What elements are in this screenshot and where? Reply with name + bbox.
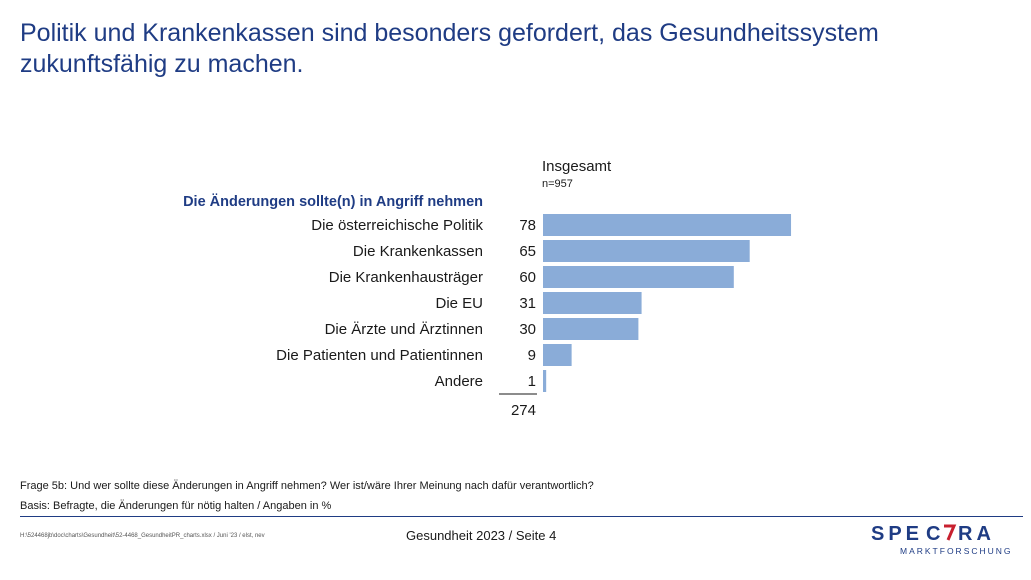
column-header: Insgesamt <box>542 158 612 175</box>
category-label: Die Ärzte und Ärztinnen <box>325 321 483 338</box>
spectra-logo: SPE C RA MARKTFORSCHUNG <box>871 523 1013 556</box>
value-label: 78 <box>519 217 536 234</box>
svg-text:MARKTFORSCHUNG: MARKTFORSCHUNG <box>900 546 1013 556</box>
svg-text:RA: RA <box>958 523 995 545</box>
bar <box>543 240 750 262</box>
footer-rule <box>20 516 1023 517</box>
category-label: Die österreichische Politik <box>311 217 483 234</box>
bar <box>543 214 792 236</box>
page-footer: Gesundheit 2023 / Seite 4 <box>406 528 557 543</box>
category-label: Andere <box>435 373 483 390</box>
svg-text:C: C <box>926 523 944 545</box>
category-label: Die Krankenkassen <box>353 243 483 260</box>
bar-chart: Die österreichische Politik 78 Die Kranken… <box>276 214 792 419</box>
page-title: Politik und Krankenkassen sind besonders… <box>20 19 879 78</box>
value-label: 31 <box>519 295 536 312</box>
sample-size: n=957 <box>542 178 573 190</box>
value-label: 60 <box>519 269 536 286</box>
svg-text:SPE: SPE <box>871 523 923 545</box>
value-label: 65 <box>519 243 536 260</box>
bar <box>543 370 547 392</box>
file-path: H:\524468jb\doc\charts\Gesundheit\52-446… <box>20 533 265 539</box>
bar <box>543 266 734 288</box>
bar <box>543 292 642 314</box>
value-label: 1 <box>528 373 536 390</box>
bar <box>543 344 572 366</box>
logo-accent-mark <box>944 524 957 541</box>
basis-footnote: Basis: Befragte, die Änderungen für nöti… <box>20 500 332 512</box>
value-label: 9 <box>528 347 536 364</box>
category-label: Die Krankenhausträger <box>329 269 483 286</box>
category-label: Die EU <box>435 295 483 312</box>
category-label: Die Patienten und Patientinnen <box>276 347 483 364</box>
question-footnote: Frage 5b: Und wer sollte diese Änderunge… <box>20 480 594 492</box>
total-label: 274 <box>511 402 536 419</box>
bar <box>543 318 639 340</box>
section-label: Die Änderungen sollte(n) in Angriff nehm… <box>183 194 483 210</box>
value-label: 30 <box>519 321 536 338</box>
